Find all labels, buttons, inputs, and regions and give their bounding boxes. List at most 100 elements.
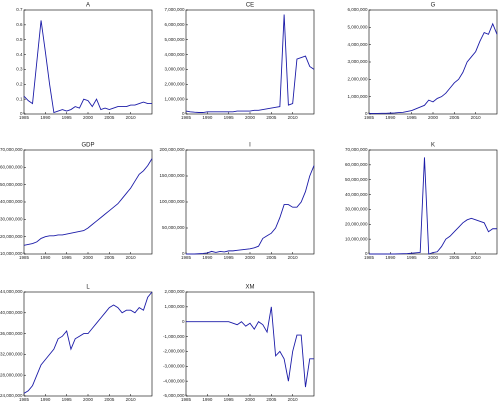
- x-tick-label: 1985: [19, 397, 30, 402]
- y-tick-label: 0: [182, 251, 185, 256]
- y-tick-label: 2,000,000: [347, 77, 368, 82]
- y-tick-label: 150,000,000: [159, 173, 185, 178]
- x-tick-label: 2010: [288, 255, 299, 260]
- chart-title: A: [86, 3, 90, 9]
- x-tick-label: 1995: [407, 255, 418, 260]
- x-tick-label: 2005: [104, 397, 115, 402]
- x-tick-label: 2000: [245, 115, 256, 120]
- y-tick-label: 0: [365, 111, 368, 116]
- x-tick-label: 1995: [224, 255, 235, 260]
- y-tick-label: 1,000,000: [347, 94, 368, 99]
- x-tick-label: 2010: [126, 255, 137, 260]
- data-line: [186, 306, 314, 388]
- y-tick-label: 70,000,000: [345, 147, 368, 152]
- x-tick-label: 1985: [364, 255, 375, 260]
- y-tick-label: 30,000,000: [0, 217, 23, 222]
- y-tick-label: 200,000,000: [159, 147, 185, 152]
- y-tick-label: -3,000,000: [163, 363, 185, 368]
- y-tick-label: 3,000,000: [164, 67, 185, 72]
- y-tick-label: 32,000,000: [0, 352, 23, 357]
- x-tick-label: 1985: [181, 115, 192, 120]
- y-tick-label: 0: [182, 319, 185, 324]
- y-tick-label: 6,000,000: [347, 7, 368, 12]
- plot-frame: [23, 291, 153, 397]
- x-tick-label: 2010: [471, 115, 482, 120]
- y-tick-label: 3,000,000: [347, 59, 368, 64]
- x-tick-label: 2000: [83, 115, 94, 120]
- x-tick-label: 2010: [126, 397, 137, 402]
- x-tick-label: 1995: [62, 115, 73, 120]
- y-tick-label: 50,000,000: [162, 225, 185, 230]
- data-line: [369, 22, 498, 114]
- x-tick-label: 2005: [449, 115, 460, 120]
- y-tick-label: 2,000,000: [164, 81, 185, 86]
- y-tick-label: 0.2: [16, 81, 23, 86]
- y-tick-label: 0: [365, 251, 368, 256]
- y-tick-label: 5,000,000: [164, 37, 185, 42]
- plot-frame: [23, 149, 153, 255]
- x-tick-label: 1995: [407, 115, 418, 120]
- y-tick-label: 0.1: [16, 96, 23, 101]
- x-tick-label: 1995: [224, 397, 235, 402]
- x-tick-label: 2000: [83, 255, 94, 260]
- x-tick-label: 1985: [19, 115, 30, 120]
- chart-title: XM: [246, 285, 255, 291]
- data-line: [369, 157, 497, 255]
- x-tick-label: 1990: [202, 255, 213, 260]
- x-tick-label: 2000: [428, 115, 439, 120]
- y-tick-label: 30,000,000: [345, 207, 368, 212]
- x-tick-label: 2010: [288, 397, 299, 402]
- plot-frame: [185, 149, 315, 255]
- y-tick-label: 0: [20, 111, 23, 116]
- x-tick-label: 2010: [288, 115, 299, 120]
- y-tick-label: 20,000,000: [345, 221, 368, 226]
- x-tick-label: 1995: [62, 255, 73, 260]
- y-tick-label: -1,000,000: [163, 334, 185, 339]
- data-line: [23, 20, 152, 114]
- chart-title: K: [431, 143, 435, 149]
- x-tick-label: 2000: [245, 255, 256, 260]
- chart-title: GDP: [81, 143, 94, 149]
- x-tick-label: 1995: [224, 115, 235, 120]
- y-tick-label: 0.5: [16, 37, 23, 42]
- x-tick-label: 1990: [385, 255, 396, 260]
- chart-title: I: [249, 143, 251, 149]
- x-tick-label: 2005: [104, 255, 115, 260]
- x-tick-label: 2000: [83, 397, 94, 402]
- x-tick-label: 1990: [202, 397, 213, 402]
- y-tick-label: 40,000,000: [0, 199, 23, 204]
- x-tick-label: 2005: [266, 115, 277, 120]
- y-tick-label: 44,000,000: [0, 289, 23, 294]
- y-tick-label: 36,000,000: [0, 331, 23, 336]
- y-tick-label: 0: [182, 111, 185, 116]
- y-tick-label: 6,000,000: [164, 22, 185, 27]
- x-tick-label: 1990: [202, 115, 213, 120]
- y-tick-label: 50,000,000: [0, 182, 23, 187]
- x-tick-label: 1985: [19, 255, 30, 260]
- plot-frame: [368, 149, 498, 255]
- y-tick-label: 1,000,000: [164, 304, 185, 309]
- y-tick-label: 0.7: [16, 7, 23, 12]
- y-tick-label: 0.4: [16, 52, 23, 57]
- y-tick-label: 60,000,000: [0, 165, 23, 170]
- plot-frame: [368, 9, 498, 115]
- y-tick-label: 4,000,000: [347, 42, 368, 47]
- x-tick-label: 1985: [181, 397, 192, 402]
- data-line: [185, 14, 315, 113]
- y-tick-label: 2,000,000: [164, 289, 185, 294]
- data-line: [23, 158, 153, 246]
- y-tick-label: 50,000,000: [345, 177, 368, 182]
- chart-title: L: [86, 285, 90, 291]
- data-line: [23, 291, 153, 394]
- plot-frame: [185, 9, 315, 115]
- x-tick-label: 2010: [126, 115, 137, 120]
- x-tick-label: 2000: [245, 397, 256, 402]
- x-tick-label: 1990: [40, 397, 51, 402]
- y-tick-label: 40,000,000: [0, 310, 23, 315]
- y-tick-label: 28,000,000: [0, 372, 23, 377]
- x-tick-label: 1985: [181, 255, 192, 260]
- y-tick-label: 20,000,000: [0, 234, 23, 239]
- x-tick-label: 2005: [449, 255, 460, 260]
- x-tick-label: 1990: [385, 115, 396, 120]
- x-tick-label: 2000: [428, 255, 439, 260]
